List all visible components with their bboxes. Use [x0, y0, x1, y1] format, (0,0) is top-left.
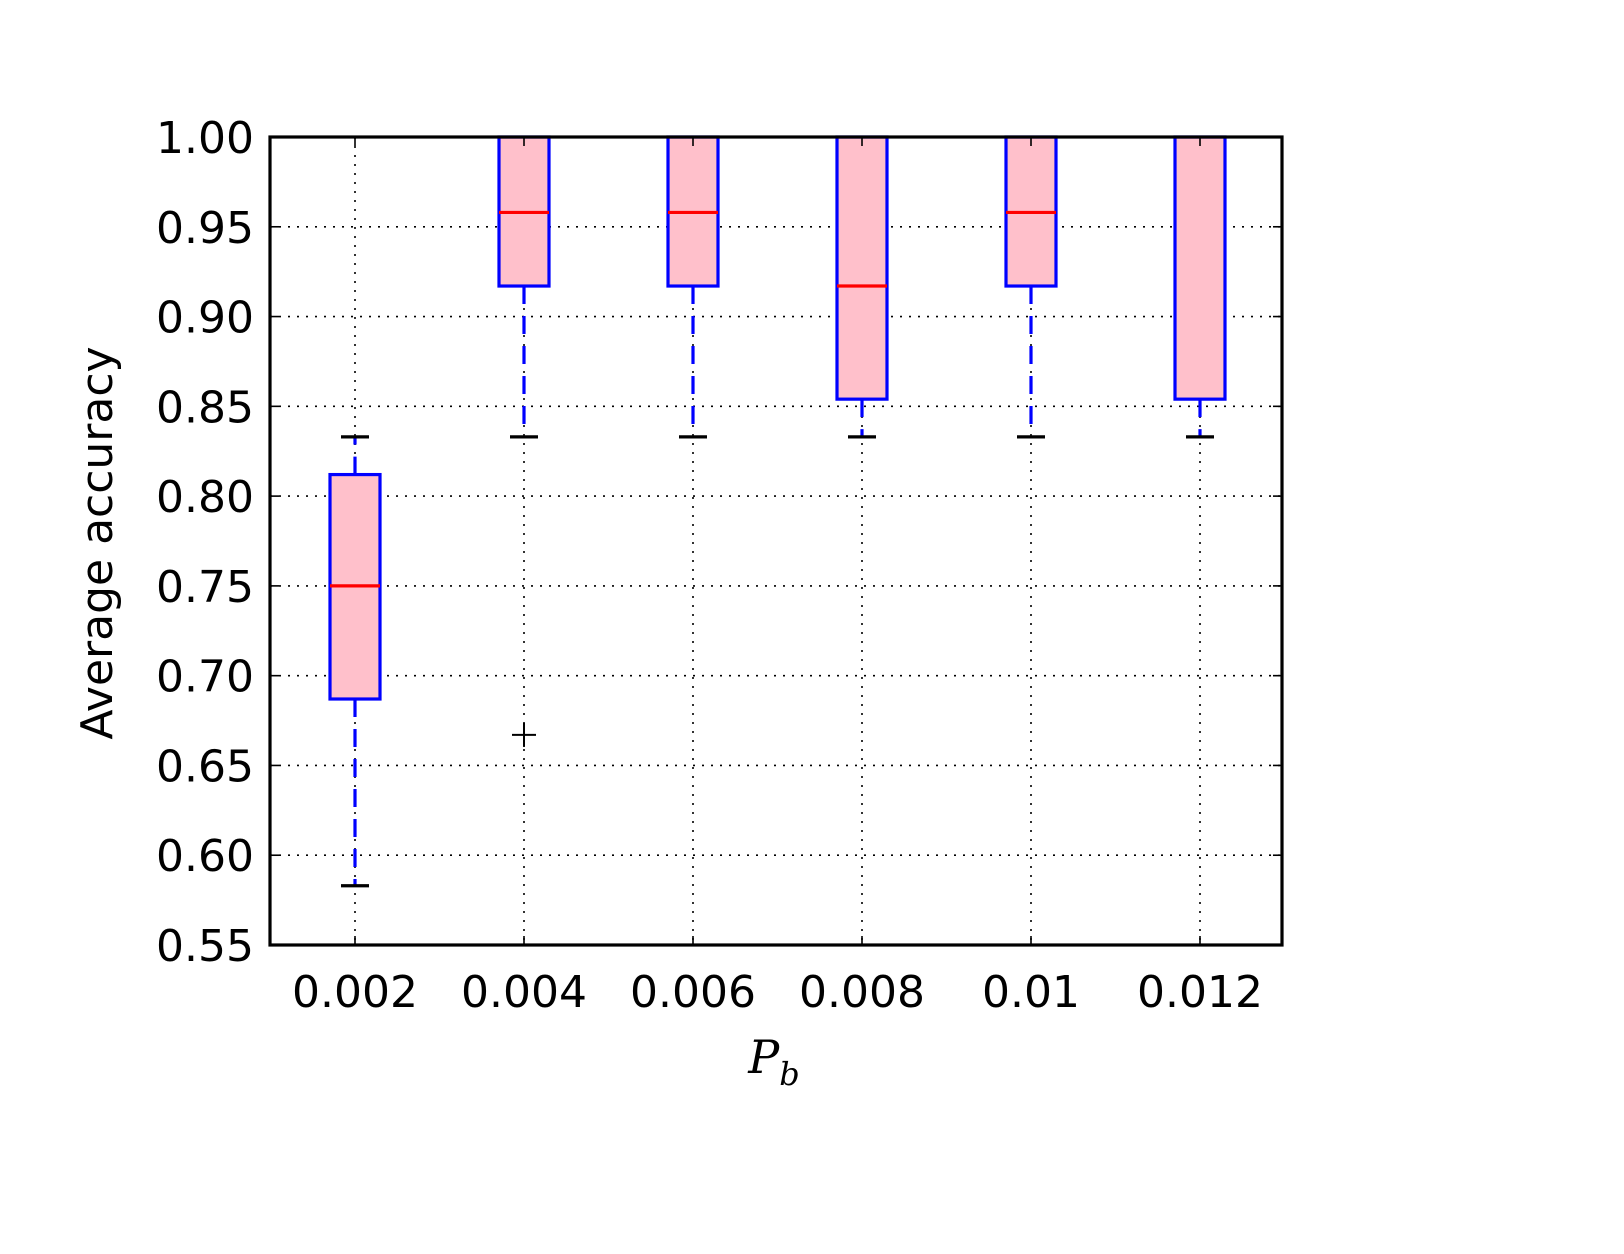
x-tick-label: 0.008	[799, 967, 925, 1018]
x-tick-label: 0.01	[982, 967, 1080, 1018]
x-tick-label: 0.012	[1137, 967, 1263, 1018]
y-tick-label: 0.95	[156, 203, 254, 254]
x-tick-label: 0.006	[630, 967, 756, 1018]
x-axis-title: Pb	[747, 1030, 799, 1093]
y-tick-label: 0.65	[156, 741, 254, 792]
y-tick-label: 0.60	[156, 831, 254, 882]
y-axis-title: Average accuracy	[72, 346, 123, 739]
y-tick-label: 0.90	[156, 293, 254, 344]
box-0.008	[835, 135, 889, 401]
y-tick-label: 1.00	[156, 113, 254, 164]
y-tick-label: 0.75	[156, 562, 254, 613]
y-tick-label: 0.80	[156, 472, 254, 523]
x-tick-label: 0.004	[461, 967, 587, 1018]
x-axis-title-subscript: b	[779, 1055, 799, 1093]
box-0.012	[1173, 135, 1227, 401]
x-tick-label: 0.002	[292, 967, 418, 1018]
y-tick-label: 0.70	[156, 652, 254, 703]
x-axis-title-main: P	[747, 1030, 780, 1084]
y-tick-label: 0.55	[156, 921, 254, 972]
y-tick-label: 0.85	[156, 382, 254, 433]
plot-frame	[268, 135, 1284, 947]
